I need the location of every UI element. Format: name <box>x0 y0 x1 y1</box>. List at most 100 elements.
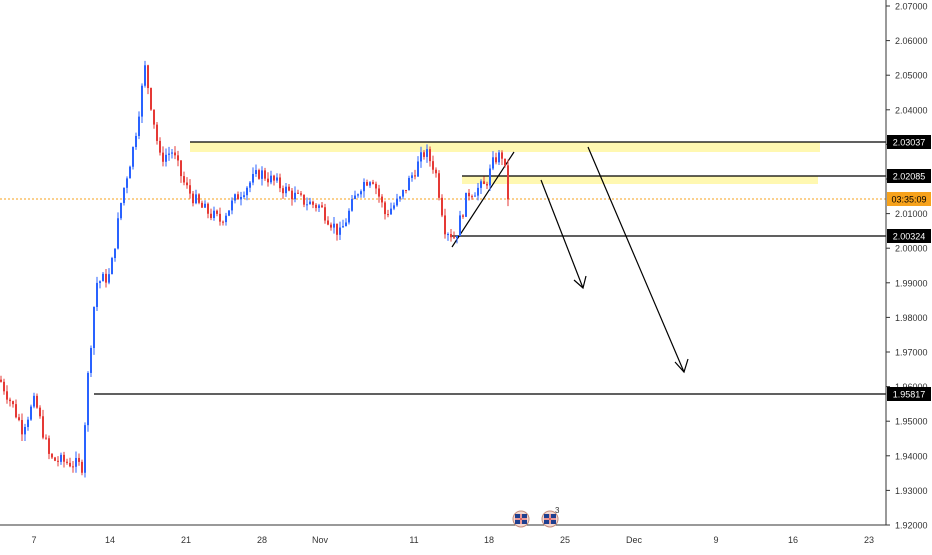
time-tick-label: Dec <box>626 535 643 545</box>
price-level-label: 2.03037 <box>893 138 926 148</box>
candle-body <box>294 192 296 200</box>
candle-body <box>90 348 92 373</box>
candle-body <box>87 372 89 426</box>
candle-body <box>72 466 74 468</box>
down-arrow-long[interactable] <box>587 146 689 374</box>
candle-body <box>375 183 377 189</box>
candle-body <box>279 177 281 189</box>
candle-body <box>456 235 458 239</box>
candle-body <box>54 457 56 461</box>
candle-body <box>96 282 98 307</box>
candle-body <box>414 175 416 177</box>
candle-body <box>297 192 299 194</box>
candle-body <box>39 407 41 417</box>
price-tick-label: 1.98000 <box>895 313 928 323</box>
candle-body <box>351 199 353 211</box>
time-tick-label: 7 <box>31 535 36 545</box>
candle-body <box>441 197 443 216</box>
candle-body <box>9 399 11 402</box>
candle-body <box>234 194 236 201</box>
resistance-zone-lower <box>462 176 818 184</box>
candle-body <box>120 203 122 219</box>
candle-body <box>63 454 65 462</box>
candle-body <box>300 193 302 195</box>
candle-body <box>489 168 491 186</box>
candle-body <box>102 273 104 282</box>
candle-body <box>246 187 248 196</box>
candle-body <box>282 188 284 194</box>
candle-body <box>33 395 35 407</box>
candle-body <box>138 116 140 136</box>
candle-body <box>303 194 305 205</box>
time-tick-label: 9 <box>713 535 718 545</box>
candle-body <box>465 192 467 217</box>
down-arrow-short[interactable] <box>540 179 587 290</box>
candle-body <box>48 438 50 454</box>
candle-body <box>396 198 398 206</box>
candlestick-series <box>0 60 509 478</box>
candle-body <box>381 196 383 203</box>
rising-trendline[interactable] <box>451 151 515 248</box>
candle-body <box>507 165 509 200</box>
event-marker-2[interactable]: 3 <box>541 506 560 528</box>
candle-body <box>129 166 131 179</box>
time-tick-label: 21 <box>181 535 191 545</box>
price-tick-label: 1.92000 <box>895 521 928 531</box>
candle-body <box>360 191 362 195</box>
candle-body <box>222 221 224 223</box>
candle-body <box>264 170 266 179</box>
candle-body <box>66 461 68 463</box>
candle-body <box>327 220 329 225</box>
candle-body <box>261 170 263 179</box>
candle-body <box>45 437 47 439</box>
candle-body <box>75 457 77 467</box>
time-axis[interactable]: 7 14 21 28 Nov 11 18 25 Dec 9 16 23 <box>31 535 874 545</box>
event-marker-count: 3 <box>555 506 560 515</box>
candle-body <box>0 379 2 382</box>
candle-body <box>207 203 209 214</box>
candle-body <box>285 186 287 194</box>
candle-body <box>417 161 419 177</box>
candle-body <box>369 182 371 186</box>
candle-body <box>255 170 257 174</box>
candle-body <box>405 189 407 191</box>
event-marker-1[interactable] <box>512 510 530 528</box>
candle-body <box>213 210 215 218</box>
candle-body <box>240 196 242 200</box>
candle-body <box>123 187 125 204</box>
candle-body <box>312 201 314 205</box>
candle-body <box>15 404 17 418</box>
candle-body <box>291 190 293 200</box>
candle-body <box>189 185 191 194</box>
price-tick-label: 1.94000 <box>895 451 928 461</box>
candle-body <box>387 214 389 216</box>
candle-body <box>354 195 356 200</box>
candle-body <box>468 192 470 197</box>
price-tick-label: 2.01000 <box>895 209 928 219</box>
candle-body <box>126 178 128 188</box>
candle-body <box>141 85 143 117</box>
candle-body <box>105 273 107 283</box>
price-level-label-bg <box>887 135 931 149</box>
price-tick-label: 2.05000 <box>895 71 928 81</box>
candle-body <box>93 306 95 349</box>
candle-body <box>390 208 392 215</box>
candle-body <box>411 175 413 178</box>
candle-body <box>426 149 428 157</box>
candle-body <box>171 152 173 154</box>
price-tick-label: 1.95000 <box>895 417 928 427</box>
candle-body <box>219 213 221 222</box>
price-level-label: 2.00324 <box>893 232 926 242</box>
candle-body <box>111 258 113 275</box>
candle-body <box>384 202 386 215</box>
candle-body <box>372 182 374 184</box>
candle-body <box>21 420 23 435</box>
candle-body <box>270 175 272 183</box>
candle-body <box>486 184 488 186</box>
price-level-label-bg <box>887 229 931 243</box>
time-tick-label: 14 <box>105 535 115 545</box>
candle-body <box>195 194 197 204</box>
time-tick-label: 28 <box>257 535 267 545</box>
